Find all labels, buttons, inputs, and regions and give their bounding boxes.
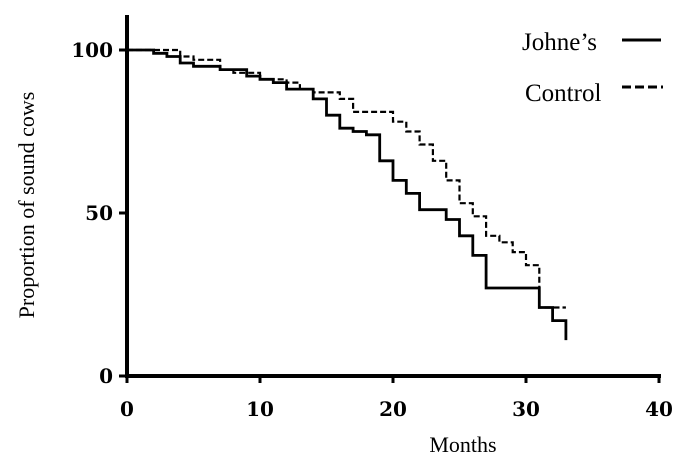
y-tick-label: 100 (71, 38, 113, 62)
series-layer (127, 48, 568, 341)
y-tick-label: 50 (85, 201, 113, 225)
series-line-johnes (127, 48, 568, 341)
x-tick-label: 30 (512, 397, 540, 421)
legend-label-johnes: Johne’s (522, 29, 597, 56)
legend-label-control: Control (525, 80, 601, 107)
x-tick-label: 20 (379, 397, 407, 421)
y-axis-title: Proportion of sound cows (14, 92, 39, 319)
x-tick-label: 0 (120, 397, 134, 421)
axes-layer (125, 15, 661, 378)
series-line-control (127, 48, 566, 309)
x-tick-label: 10 (246, 397, 274, 421)
ticks-layer: 0 10 20 30 40 0 50 100 (71, 38, 673, 421)
y-tick-label: 0 (99, 364, 113, 388)
x-axis-title: Months (429, 432, 496, 457)
x-tick-label: 40 (645, 397, 673, 421)
legend: Johne’s Control (522, 29, 663, 107)
